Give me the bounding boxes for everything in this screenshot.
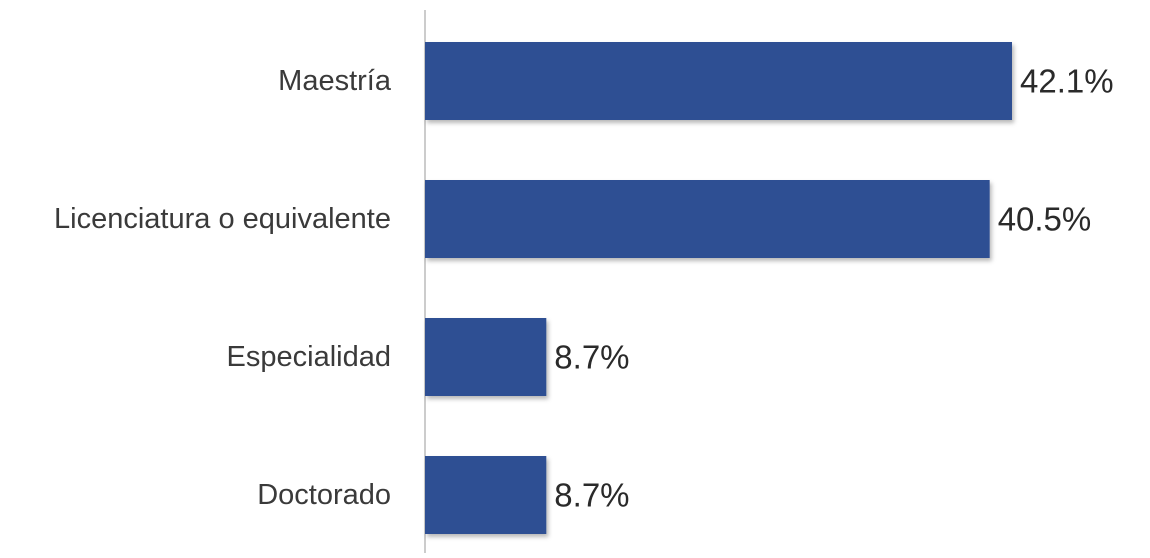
value-label-3: 8.7% bbox=[554, 477, 629, 514]
bar-2 bbox=[425, 318, 547, 396]
category-label-1: Licenciatura o equivalente bbox=[54, 203, 391, 235]
bar-3 bbox=[425, 456, 547, 534]
bar-1 bbox=[425, 180, 990, 258]
labels-group: Maestría 42.1% Licenciatura o equivalente 4… bbox=[54, 63, 1114, 514]
bars-group bbox=[425, 42, 1012, 534]
category-label-3: Doctorado bbox=[257, 479, 391, 511]
bar-0 bbox=[425, 42, 1012, 120]
value-label-1: 40.5% bbox=[998, 201, 1092, 238]
value-label-0: 42.1% bbox=[1020, 63, 1114, 100]
category-label-2: Especialidad bbox=[227, 341, 391, 373]
value-label-2: 8.7% bbox=[554, 339, 629, 376]
category-label-0: Maestría bbox=[278, 65, 392, 97]
